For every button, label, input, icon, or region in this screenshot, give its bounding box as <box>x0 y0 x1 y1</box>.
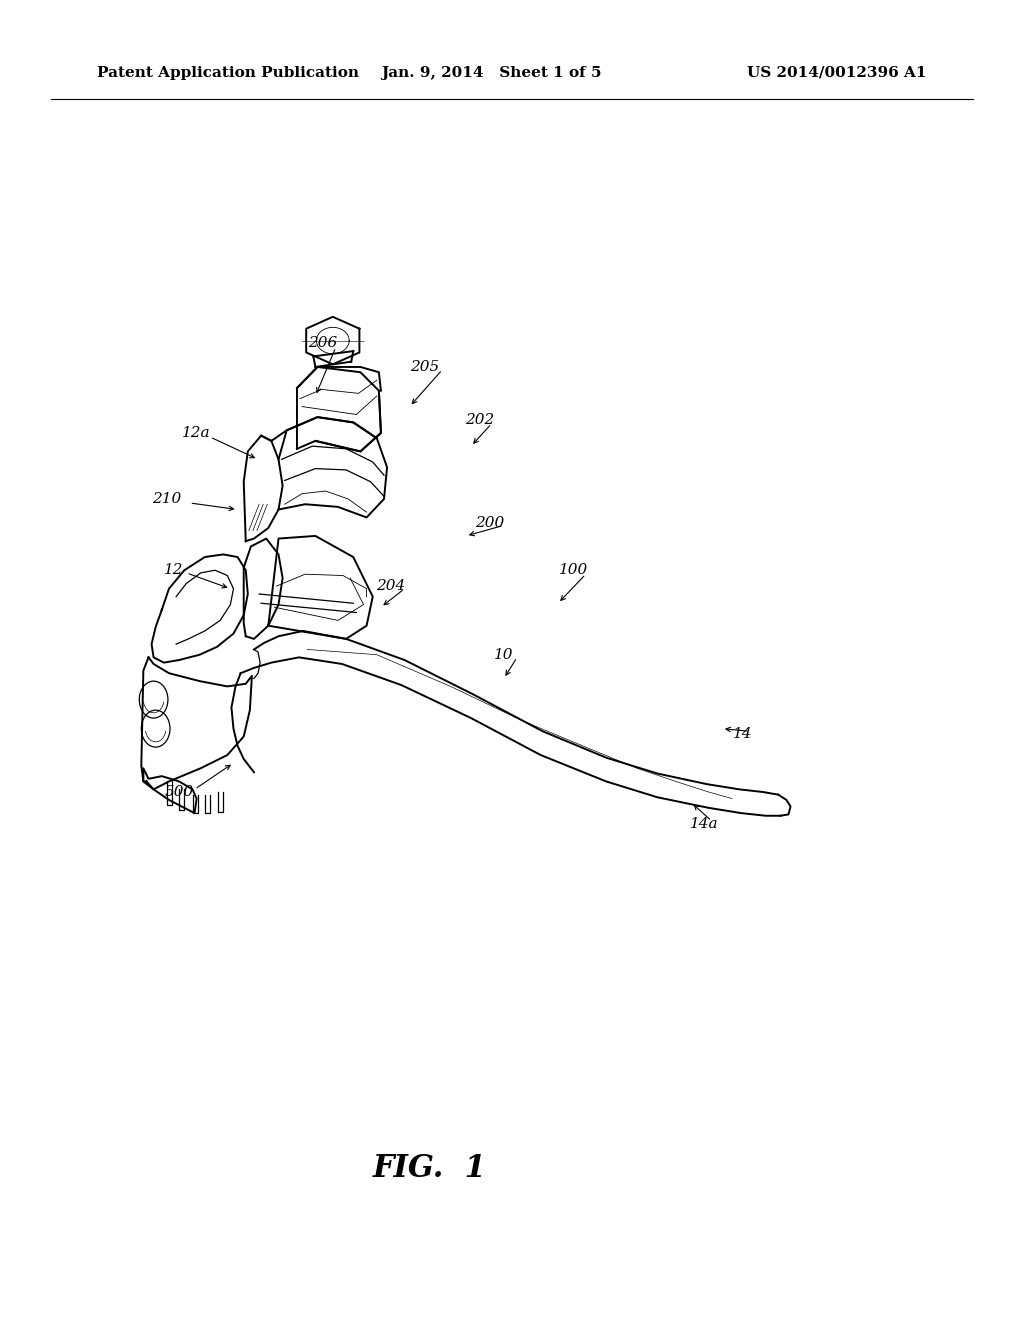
Text: 12: 12 <box>164 564 184 577</box>
Text: FIG.  1: FIG. 1 <box>373 1152 487 1184</box>
Text: US 2014/0012396 A1: US 2014/0012396 A1 <box>748 66 927 79</box>
Text: 205: 205 <box>411 360 439 374</box>
Text: 206: 206 <box>308 337 337 350</box>
Text: Patent Application Publication: Patent Application Publication <box>97 66 359 79</box>
Text: 204: 204 <box>377 579 406 593</box>
Text: 202: 202 <box>465 413 494 426</box>
Text: Jan. 9, 2014   Sheet 1 of 5: Jan. 9, 2014 Sheet 1 of 5 <box>381 66 602 79</box>
Text: 210: 210 <box>153 492 181 506</box>
Text: 500: 500 <box>165 785 194 799</box>
Text: 12a: 12a <box>182 426 211 440</box>
Text: 14: 14 <box>732 727 753 741</box>
Text: 200: 200 <box>475 516 504 529</box>
Text: 100: 100 <box>559 564 588 577</box>
Text: 14a: 14a <box>690 817 719 830</box>
Text: 10: 10 <box>494 648 514 661</box>
